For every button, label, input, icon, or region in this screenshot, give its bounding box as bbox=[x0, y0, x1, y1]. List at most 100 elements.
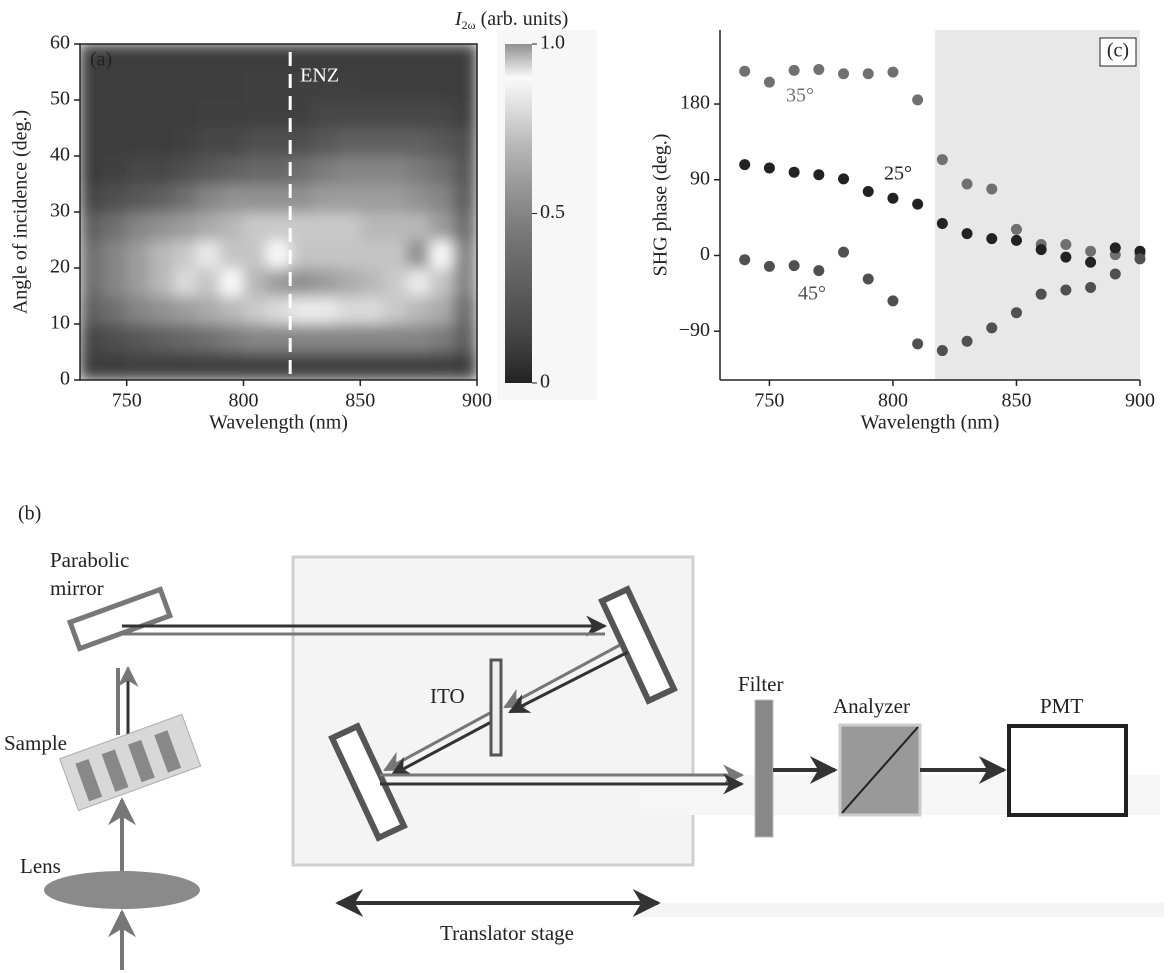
data-point bbox=[986, 184, 997, 195]
heatmap-cell bbox=[103, 240, 127, 269]
heatmap-cell bbox=[196, 212, 220, 241]
heatmap-cell bbox=[290, 268, 314, 297]
heatmap-cell bbox=[406, 100, 430, 129]
data-point bbox=[789, 65, 800, 76]
data-point bbox=[887, 295, 898, 306]
heatmap-cell bbox=[220, 268, 244, 297]
heatmap-cell bbox=[243, 100, 267, 129]
y-tick-label: 50 bbox=[50, 88, 70, 110]
y-axis-label: Angle of incidence (deg.) bbox=[10, 110, 32, 314]
heatmap-cell bbox=[430, 72, 454, 101]
heatmap-cell bbox=[80, 268, 104, 297]
heatmap-cell bbox=[80, 184, 104, 213]
heatmap-cell bbox=[150, 128, 174, 157]
heatmap-cell bbox=[406, 72, 430, 101]
heatmap-cell bbox=[383, 352, 407, 381]
label: Analyzer bbox=[833, 694, 910, 718]
heatmap-cell bbox=[196, 100, 220, 129]
data-point bbox=[764, 77, 775, 88]
data-point bbox=[962, 336, 973, 347]
heatmap-cell bbox=[266, 296, 290, 325]
heatmap-cell bbox=[196, 128, 220, 157]
data-point bbox=[1011, 235, 1022, 246]
data-point bbox=[912, 199, 923, 210]
heatmap-cell bbox=[196, 44, 220, 73]
heatmap-cell bbox=[290, 352, 314, 381]
heatmap-cell bbox=[313, 212, 337, 241]
heatmap-cell bbox=[430, 240, 454, 269]
x-tick-label: 900 bbox=[1125, 390, 1155, 412]
data-point bbox=[1060, 284, 1071, 295]
heatmap-cell bbox=[313, 268, 337, 297]
label: Translator stage bbox=[440, 921, 574, 945]
heatmap-cell bbox=[80, 240, 104, 269]
heatmap-cell bbox=[126, 44, 150, 73]
data-point bbox=[838, 247, 849, 258]
data-point bbox=[1036, 289, 1047, 300]
heatmap-cell bbox=[80, 72, 104, 101]
label: Sample bbox=[4, 731, 67, 755]
data-point bbox=[739, 66, 750, 77]
heatmap-cell bbox=[406, 156, 430, 185]
heatmap-cell bbox=[126, 156, 150, 185]
heatmap-cell bbox=[453, 156, 477, 185]
panel-label: (b) bbox=[18, 503, 41, 525]
pmt bbox=[1009, 726, 1126, 815]
data-point bbox=[912, 338, 923, 349]
heatmap-cell bbox=[103, 156, 127, 185]
heatmap-cell bbox=[360, 100, 384, 129]
heatmap-cell bbox=[196, 156, 220, 185]
heatmap-cell bbox=[266, 44, 290, 73]
heatmap-cell bbox=[430, 212, 454, 241]
heatmap-cell bbox=[313, 100, 337, 129]
heatmap-cell bbox=[150, 44, 174, 73]
panel-label: (c) bbox=[1107, 40, 1129, 62]
heatmap-cell bbox=[150, 184, 174, 213]
heatmap-cell bbox=[430, 44, 454, 73]
heatmap-cell bbox=[336, 324, 360, 353]
heatmap-cell bbox=[313, 296, 337, 325]
setup-diagram: (b) Parabolic mirror Sample bbox=[4, 503, 1164, 970]
data-point bbox=[789, 260, 800, 271]
heatmap-cell bbox=[360, 296, 384, 325]
heatmap-cell bbox=[430, 324, 454, 353]
y-tick-label: 180 bbox=[680, 92, 710, 114]
heatmap-cell bbox=[383, 44, 407, 73]
heatmap-cell bbox=[290, 100, 314, 129]
label: ITO bbox=[430, 684, 465, 708]
heatmap-cell bbox=[336, 184, 360, 213]
heatmap-cell bbox=[360, 268, 384, 297]
heatmap-cell bbox=[126, 268, 150, 297]
heatmap-cell bbox=[266, 240, 290, 269]
heatmap-cell bbox=[266, 184, 290, 213]
data-point bbox=[764, 162, 775, 173]
heatmap-cell bbox=[453, 324, 477, 353]
data-point bbox=[838, 173, 849, 184]
y-tick-label: −90 bbox=[679, 319, 710, 341]
heatmap-cell bbox=[313, 240, 337, 269]
x-tick-label: 750 bbox=[754, 390, 784, 412]
heatmap-cell bbox=[80, 128, 104, 157]
shaded-region bbox=[935, 30, 1140, 380]
heatmap-cell bbox=[430, 268, 454, 297]
data-point bbox=[986, 322, 997, 333]
heatmap bbox=[80, 44, 478, 381]
data-point bbox=[863, 68, 874, 79]
heatmap-cell bbox=[196, 324, 220, 353]
heatmap-cell bbox=[173, 100, 197, 129]
stage-rail bbox=[640, 903, 1164, 917]
heatmap-cell bbox=[430, 184, 454, 213]
heatmap-cell bbox=[80, 156, 104, 185]
series-label: 35° bbox=[786, 85, 814, 107]
heatmap-cell bbox=[150, 156, 174, 185]
heatmap-cell bbox=[336, 268, 360, 297]
heatmap-cell bbox=[336, 128, 360, 157]
figure: I2ω(arb. units) (b) Parabo bbox=[0, 0, 1168, 973]
heatmap-cell bbox=[220, 72, 244, 101]
heatmap-cell bbox=[430, 100, 454, 129]
heatmap-cell bbox=[430, 352, 454, 381]
heatmap-cell bbox=[80, 296, 104, 325]
heatmap-cell bbox=[266, 128, 290, 157]
data-point bbox=[739, 254, 750, 265]
heatmap-cell bbox=[243, 128, 267, 157]
